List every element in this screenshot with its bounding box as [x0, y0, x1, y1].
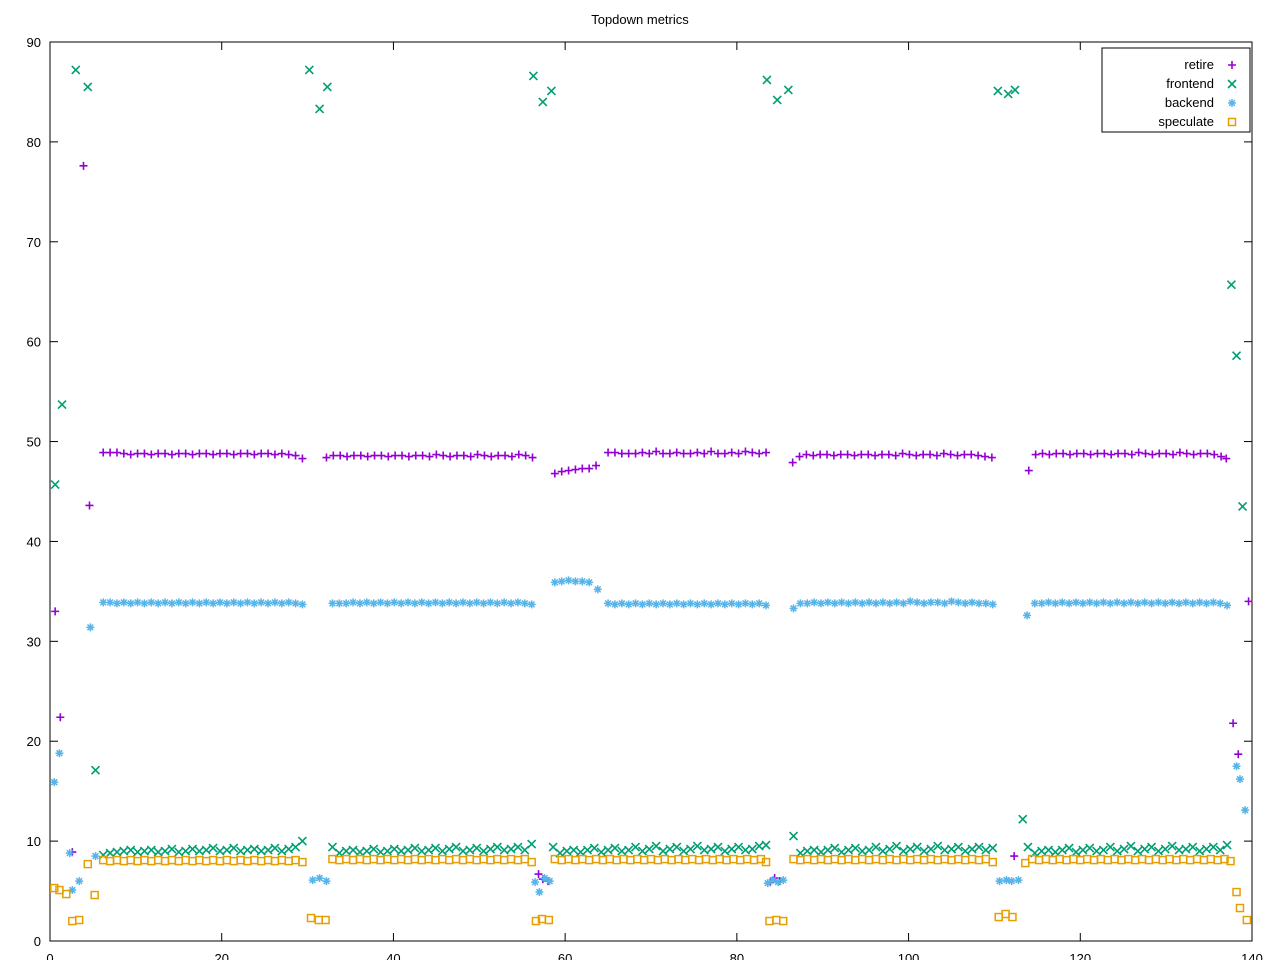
legend-item-frontend[interactable]: frontend [1166, 76, 1237, 91]
y-axis-tick-label: 10 [27, 834, 41, 849]
legend-label-backend: backend [1165, 95, 1214, 110]
series-frontend [50, 65, 1248, 860]
x-axis-tick-label: 40 [386, 951, 400, 960]
legend-box [1101, 47, 1251, 133]
y-axis-tick-label: 20 [27, 734, 41, 749]
y-axis-tick-label: 60 [27, 335, 41, 350]
legend-marker-speculate [1227, 117, 1237, 127]
x-axis-tick-label: 20 [214, 951, 228, 960]
legend-marker-retire [1228, 61, 1236, 69]
legend-label-retire: retire [1184, 57, 1214, 72]
x-axis-tick-label: 140 [1241, 951, 1263, 960]
y-axis-tick-label: 50 [27, 435, 41, 450]
series-backend [50, 576, 1250, 897]
y-axis-tick-label: 80 [27, 135, 41, 150]
legend-label-speculate: speculate [1158, 114, 1214, 129]
y-axis-tick-label: 70 [27, 235, 41, 250]
y-axis-tick-label: 40 [27, 534, 41, 549]
legend-item-retire[interactable]: retire [1184, 57, 1236, 72]
x-axis-tick-label: 0 [46, 951, 53, 960]
legend-label-frontend: frontend [1166, 76, 1214, 91]
chart-title: Topdown metrics [591, 12, 689, 27]
x-axis-tick-label: 100 [898, 951, 920, 960]
plot-frame [49, 41, 1253, 942]
series-retire [51, 161, 1253, 887]
x-axis-tick-label: 60 [558, 951, 572, 960]
legend-item-speculate[interactable]: speculate [1158, 114, 1237, 129]
y-axis-tick-label: 30 [27, 634, 41, 649]
x-axis-tick-label: 120 [1069, 951, 1091, 960]
legend-marker-backend [1228, 99, 1236, 107]
x-axis-tick-label: 80 [730, 951, 744, 960]
series-speculate [50, 854, 1252, 926]
y-axis-tick-label: 90 [27, 35, 41, 50]
legend-marker-frontend [1227, 79, 1237, 89]
legend-item-backend[interactable]: backend [1165, 95, 1236, 110]
y-axis-tick-label: 0 [34, 934, 41, 949]
